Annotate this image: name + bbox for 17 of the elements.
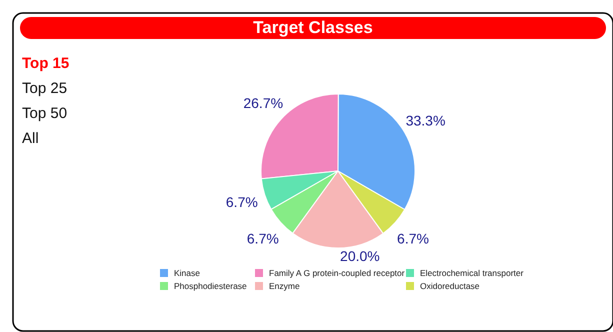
data-label: 20.0% [340,248,380,264]
data-label: 6.7% [397,230,429,247]
legend-label: Oxidoreductase [420,281,480,291]
legend-label: Phosphodiesterase [174,281,248,291]
legend-label: Kinase [174,268,200,278]
legend-label: Family A G protein-coupled receptor [269,268,405,278]
text: Top 25 [22,80,68,97]
chart-title: Target Classes [253,18,373,37]
legend-label: Electrochemical transporter [420,268,524,278]
data-label: 6.7% [246,230,279,246]
text: Top 50 [22,105,68,122]
legend-label: Enzyme [269,281,300,291]
data-label: 33.3% [406,112,446,129]
data-label: 26.7% [243,95,284,112]
text: Top 15 [22,55,70,72]
text: All [22,130,39,147]
data-label: 6.7% [226,194,258,210]
